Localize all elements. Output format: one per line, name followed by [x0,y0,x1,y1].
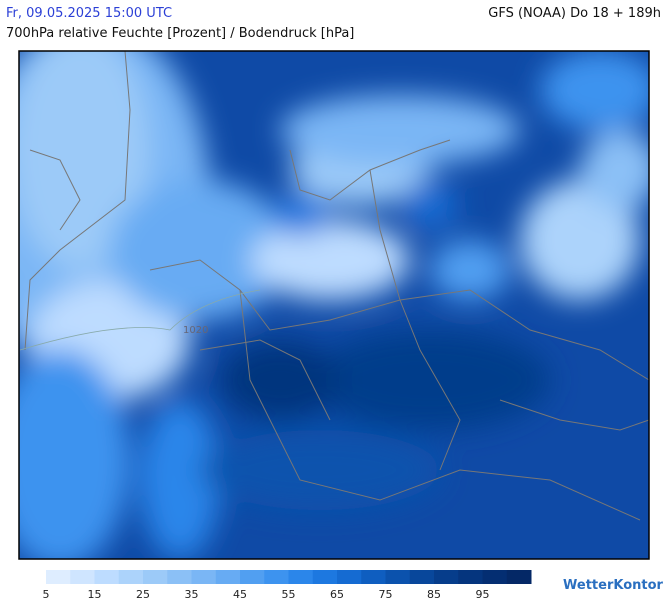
colorbar-box [361,570,386,584]
map-title: 700hPa relative Feuchte [Prozent] / Bode… [6,26,355,41]
colorbar-tick-label: 95 [476,588,490,600]
colorbar-box [337,570,362,584]
colorbar-box [118,570,144,584]
colorbar-box [191,570,217,584]
colorbar-box [434,570,459,584]
colorbar-box [70,570,95,584]
colorbar-tick-label: 15 [88,588,102,600]
datetime: Fr, 09.05.2025 15:00 UTC [6,6,173,21]
colorbar-box [288,570,314,584]
colorbar: 5 15 25 35 45 55 65 75 85 95 [43,570,532,600]
colorbar-tick-label: 55 [282,588,296,600]
model-run: GFS (NOAA) Do 18 + 189h [488,6,661,21]
colorbar-box [312,570,338,584]
humidity-field [19,51,649,559]
colorbar-box [46,570,71,584]
colorbar-box [482,570,508,584]
colorbar-box [385,570,411,584]
isobar [19,289,261,351]
colorbar-box [240,570,265,584]
colorbar-box [458,570,483,584]
colorbar-tick-label: 85 [427,588,441,600]
colorbar-tick-label: 45 [233,588,247,600]
colorbar-tick-label: 65 [330,588,344,600]
colorbar-box [506,570,532,584]
colorbar-box [215,570,241,584]
colorbar-box [264,570,289,584]
colorbar-tick-label: 25 [136,588,150,600]
colorbar-tick-label: 75 [379,588,393,600]
colorbar-box [143,570,168,584]
borders [24,51,649,521]
colorbar-box [409,570,435,584]
colorbar-tick-label: 5 [43,588,50,600]
map-frame [18,50,650,560]
colorbar-box [167,570,192,584]
logo: WetterKontor [563,578,664,593]
colorbar-tick-label: 35 [185,588,199,600]
colorbar-box [94,570,120,584]
isobar-label: 1020 [183,325,208,336]
